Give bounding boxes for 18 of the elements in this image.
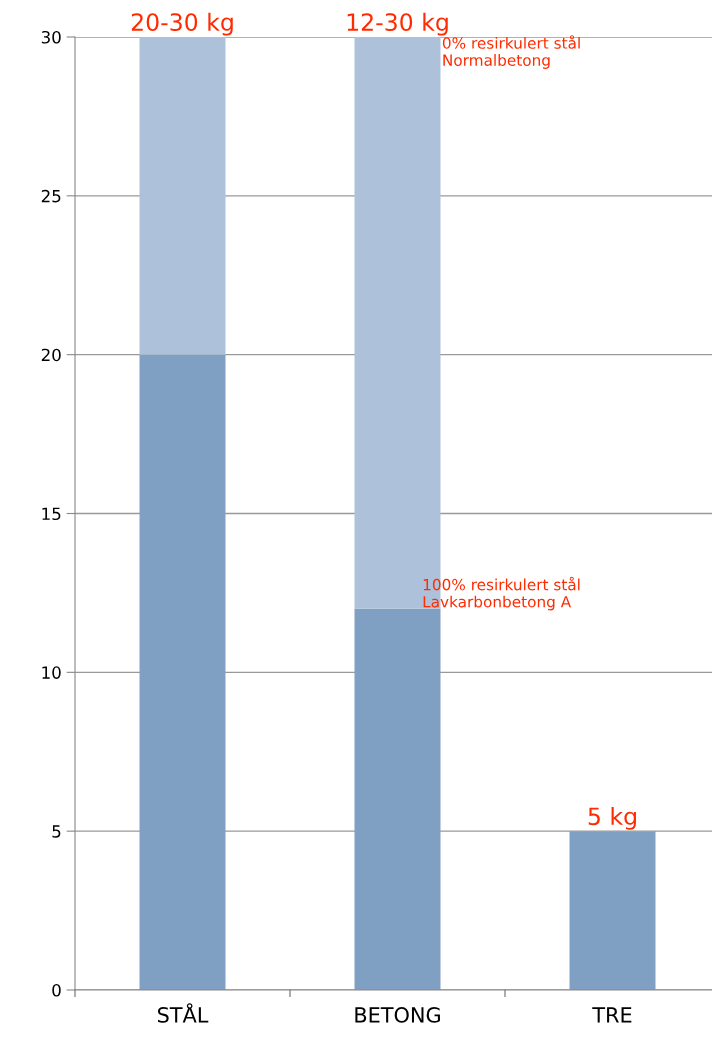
y-tick-label: 20 — [41, 348, 61, 362]
annotation: 12-30 kg — [347, 12, 448, 36]
y-tick-label: 15 — [42, 507, 61, 521]
bar — [569, 831, 656, 990]
x-tick-label: TRE — [592, 1007, 632, 1023]
y-tick-label: 30 — [41, 30, 61, 44]
bar — [139, 37, 226, 355]
y-tick-label: 5 — [52, 825, 61, 838]
annotation: 100% resirkulert stål Lavkarbonbetong A — [423, 576, 580, 611]
bar — [139, 354, 226, 990]
y-tick-label: 10 — [42, 666, 61, 679]
x-tick-label: STÅL — [157, 1003, 209, 1023]
annotation: 0% resirkulert stål Normalbetong — [442, 35, 580, 69]
y-tick-label: 0 — [52, 983, 61, 997]
y-tick-label: 25 — [41, 189, 61, 203]
x-tick-label: BETONG — [355, 1007, 440, 1023]
annotation: 20-30 kg — [131, 12, 233, 36]
annotation: 5 kg — [588, 806, 636, 830]
